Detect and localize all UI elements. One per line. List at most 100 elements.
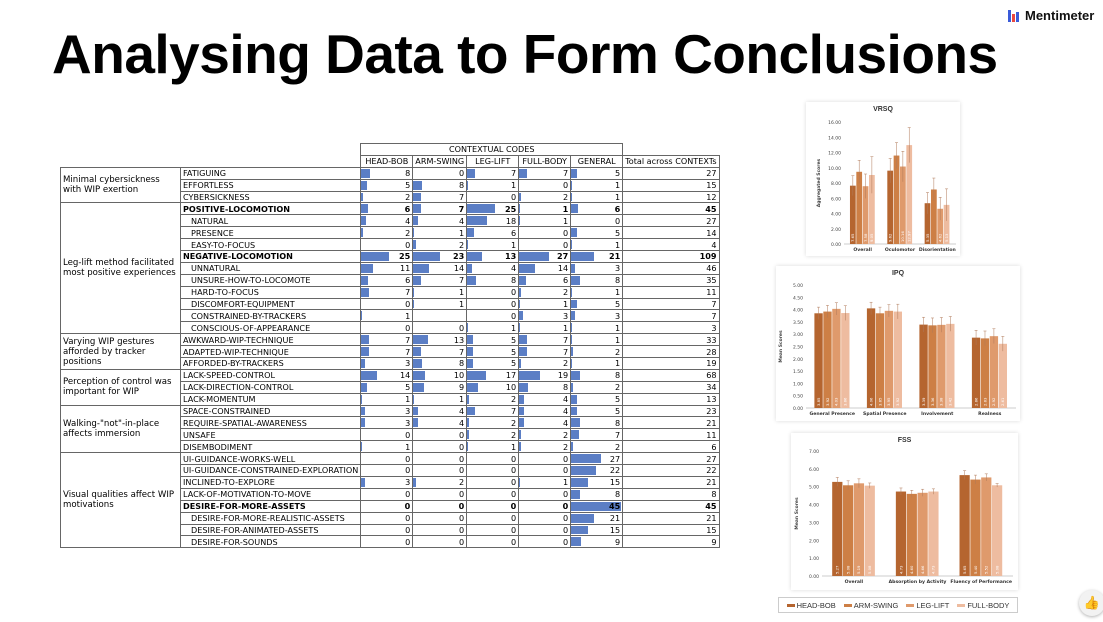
value-cell: 5 (570, 392, 624, 406)
value-text: 1 (405, 394, 411, 405)
legend-swatch (957, 603, 966, 607)
value-text: 2 (563, 192, 569, 202)
value-bar (361, 216, 366, 226)
value-text: 5 (511, 334, 517, 345)
value-bar (519, 263, 535, 273)
value-bar (467, 263, 472, 273)
value-text: 7 (615, 429, 621, 440)
table-row: AFFORDED-BY-TRACKERS 3 8 5 2 1 19 (61, 357, 720, 370)
code-cell: UNNATURAL (179, 261, 362, 275)
bar-head-bob (887, 170, 894, 244)
total-cell: 109 (622, 250, 720, 263)
y-tick-label: 3.50 (793, 320, 803, 326)
value-cell: 11 (360, 261, 414, 275)
value-cell: 2 (570, 440, 624, 454)
value-cell: 1 (466, 178, 520, 192)
value-bar (413, 335, 429, 345)
value-bar (467, 180, 469, 190)
value-text: 5 (615, 227, 621, 238)
header-spacer (623, 144, 719, 156)
value-text: 0 (459, 322, 465, 333)
value-bar (571, 430, 579, 440)
value-bar (467, 323, 469, 333)
total-cell: 22 (622, 464, 720, 477)
value-cell: 2 (466, 428, 520, 442)
value-bar (519, 204, 521, 214)
column-header: FULL-BODY (518, 154, 572, 168)
value-cell: 0 (518, 226, 572, 240)
bar-arm-swing (980, 338, 990, 408)
bar-leg-lift (937, 208, 944, 244)
value-text: 10 (453, 370, 465, 381)
value-bar (571, 394, 577, 404)
value-text: 0 (563, 489, 569, 500)
value-text: 1 (615, 192, 621, 202)
value-bar (361, 442, 363, 452)
value-text: 0 (405, 299, 411, 310)
y-axis-label: Mean Scores (794, 497, 800, 530)
total-cell: 14 (622, 226, 720, 240)
value-text: 1 (511, 239, 517, 250)
value-text: 2 (459, 477, 465, 488)
header-spacer (61, 144, 181, 156)
value-cell: 7 (518, 333, 572, 347)
value-bar (467, 394, 470, 404)
code-cell: EASY-TO-FOCUS (179, 238, 362, 252)
value-cell: 8 (570, 368, 624, 382)
value-bar (413, 216, 418, 226)
data-label: 10.16 (900, 231, 905, 242)
thumbs-up-button[interactable]: 👍 (1079, 590, 1103, 616)
value-bar (467, 240, 469, 250)
value-text: 0 (459, 429, 465, 440)
value-bar (571, 454, 602, 464)
total-cell: 33 (622, 333, 720, 347)
header-spacer (61, 155, 181, 167)
value-cell: 4 (412, 416, 468, 430)
value-text: 0 (405, 489, 411, 500)
value-cell: 0 (466, 535, 520, 549)
value-text: 8 (563, 382, 569, 393)
value-bar (413, 359, 423, 368)
value-cell: 7 (518, 345, 572, 359)
value-cell: 1 (570, 238, 624, 252)
value-bar (361, 263, 374, 273)
value-bar (361, 394, 363, 404)
category-label: Overall (853, 247, 872, 253)
table-row: LACK-OF-MOTIVATION-TO-MOVE 0 0 0 0 8 8 (61, 487, 720, 501)
table-row: LACK-MOMENTUM 1 1 2 4 5 13 (61, 392, 720, 406)
value-text: 1 (615, 358, 621, 369)
data-label: 5.08 (845, 565, 850, 574)
value-text: 0 (511, 536, 517, 547)
value-text: 1 (563, 215, 569, 226)
bar-arm-swing (928, 325, 937, 408)
total-cell: 11 (622, 428, 720, 442)
value-text: 2 (511, 417, 517, 428)
value-cell: 2 (518, 428, 572, 442)
total-cell: 46 (622, 261, 720, 275)
code-cell: DESIRE-FOR-MORE-REALISTIC-ASSETS (179, 511, 362, 525)
category-label: Fluency of Performance (950, 579, 1012, 585)
total-cell: 15 (622, 178, 720, 192)
table-row: DISEMBODIMENT 1 0 1 2 2 6 (61, 440, 720, 454)
value-text: 9 (459, 382, 465, 393)
bar-full-body (869, 174, 875, 244)
value-bar (519, 347, 527, 357)
value-text: 1 (511, 322, 517, 333)
mentimeter-logo: Mentimeter (1008, 8, 1094, 23)
data-label: 4.03 (834, 397, 839, 406)
value-cell: 5 (360, 380, 414, 394)
value-cell: 8 (466, 273, 520, 287)
value-text: 0 (459, 441, 465, 452)
code-cell: HARD-TO-FOCUS (179, 285, 362, 299)
value-text: 7 (511, 406, 517, 417)
value-text: 6 (614, 203, 621, 214)
y-tick-label: 0.50 (793, 394, 803, 400)
value-text: 3 (615, 263, 621, 274)
y-tick-label: 5.00 (809, 485, 819, 491)
data-label: 3.85 (816, 397, 821, 406)
value-cell: 2 (466, 392, 520, 406)
bar-full-body (864, 485, 875, 576)
code-cell: UI-GUIDANCE-CONSTRAINED-EXPLORATION (179, 464, 362, 477)
code-cell: DESIRE-FOR-SOUNDS (179, 535, 362, 549)
value-bar (571, 406, 577, 416)
